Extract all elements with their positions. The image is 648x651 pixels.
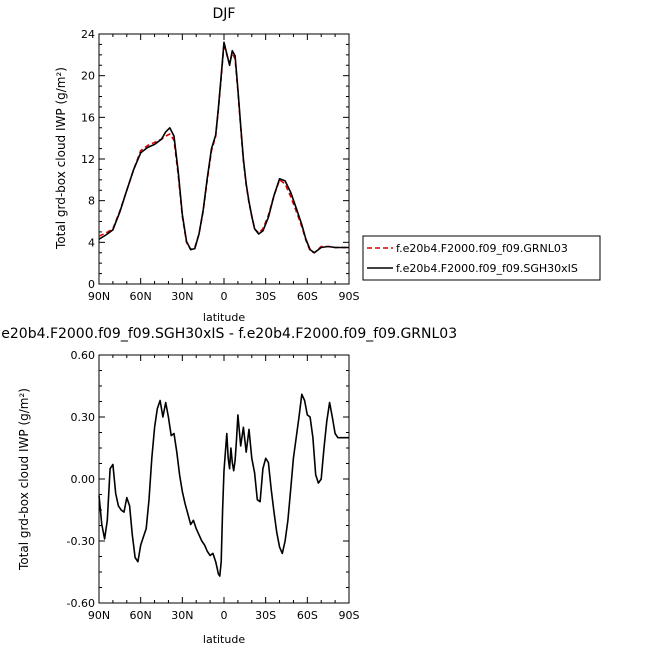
top-series-line-grnl03 (98, 42, 349, 254)
top-series-line-sgh30xis (98, 41, 349, 254)
top-y-tick-label: 12 (81, 153, 95, 166)
top-plot-frame (98, 33, 350, 285)
bottom-x-tick-label: 90N (88, 609, 110, 622)
top-y-tick-label: 4 (88, 236, 95, 249)
top-x-tick-label: 30S (255, 290, 276, 303)
bottom-y-tick-label: 0.60 (71, 349, 96, 362)
top-x-tick-label: 60N (130, 290, 152, 303)
top-chart-title: DJF (213, 6, 236, 22)
top-panel: DJF Total grd-box cloud IWP (g/m²) latit… (54, 6, 601, 324)
bottom-y-axis-label: Total grd-box cloud IWP (g/m²) (17, 388, 31, 571)
top-y-tick-label: 8 (88, 195, 95, 208)
top-y-tick-label: 0 (88, 278, 95, 291)
top-x-tick-label: 90N (88, 290, 110, 303)
bottom-y-tick-label: 0.00 (71, 473, 96, 486)
bottom-x-tick-label: 60N (130, 609, 152, 622)
top-y-axis-label: Total grd-box cloud IWP (g/m²) (54, 67, 68, 250)
bottom-x-axis-label: latitude (203, 633, 245, 646)
bottom-x-tick-label: 0 (221, 609, 228, 622)
bottom-panel: f.e20b4.F2000.f09_f09.SGH30xIS - f.e20b4… (0, 326, 457, 646)
top-x-axis-label: latitude (203, 311, 245, 324)
top-x-tick-label: 30N (171, 290, 193, 303)
top-y-tick-label: 20 (81, 70, 95, 83)
bottom-y-tick-label: -0.30 (67, 535, 95, 548)
top-x-tick-label: 90S (339, 290, 360, 303)
top-x-tick-label: 60S (297, 290, 318, 303)
bottom-x-tick-label: 90S (339, 609, 360, 622)
legend: f.e20b4.F2000.f09_f09.GRNL03 f.e20b4.F20… (362, 235, 601, 281)
bottom-chart-title: f.e20b4.F2000.f09_f09.SGH30xIS - f.e20b4… (0, 326, 457, 342)
legend-label-sgh30xis: f.e20b4.F2000.f09_f09.SGH30xIS (396, 262, 578, 275)
bottom-series-line-0 (98, 393, 349, 577)
bottom-y-tick-label: -0.60 (67, 597, 95, 610)
legend-box (362, 235, 601, 281)
bottom-x-tick-label: 30N (171, 609, 193, 622)
bottom-x-tick-label: 30S (255, 609, 276, 622)
top-x-tick-label: 0 (221, 290, 228, 303)
legend-label-grnl03: f.e20b4.F2000.f09_f09.GRNL03 (396, 242, 568, 255)
top-y-tick-label: 24 (81, 28, 95, 41)
bottom-x-tick-label: 60S (297, 609, 318, 622)
top-y-tick-label: 16 (81, 111, 95, 124)
bottom-y-tick-label: 0.30 (71, 411, 96, 424)
